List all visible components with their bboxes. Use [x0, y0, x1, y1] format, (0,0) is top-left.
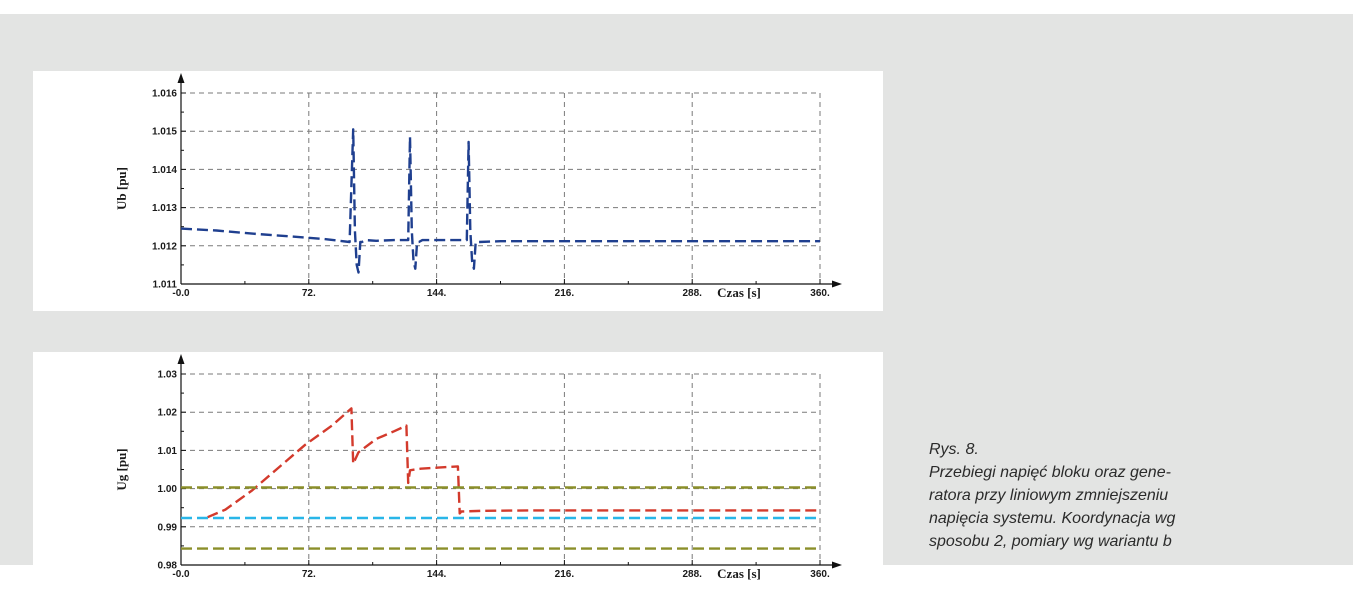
y-axis-arrow [177, 73, 185, 83]
y-tick-label: 1.016 [152, 89, 177, 100]
x-axis-label: Czas [s] [717, 285, 761, 300]
figure-caption: Rys. 8. Przebiegi napięć bloku oraz gene… [929, 438, 1289, 553]
x-tick-label: 288. [682, 288, 702, 299]
caption-line-1: Przebiegi napięć bloku oraz gene- [929, 464, 1171, 481]
caption-line-4: sposobu 2, pomiary wg wariantu b [929, 533, 1172, 550]
x-tick-label: 144. [427, 288, 447, 299]
y-tick-label: 1.00 [158, 484, 178, 495]
caption-line-3: napięcia systemu. Koordynacja wg [929, 510, 1176, 527]
chart-ug-card: -0.0 72. 144. 216. 288. 360. 0.98 0.99 1.00 1.01 1… [33, 352, 883, 594]
x-tick-label: 360. [810, 288, 830, 299]
series-line-0 [180, 128, 820, 274]
chart-ub: -0.0 72. 144. 216. 288. 360. 1.011 1.012 1.013 1.… [114, 73, 842, 300]
x-axis-arrow [832, 280, 842, 288]
y-tick-label: 0.99 [158, 522, 178, 533]
figure-panel: -0.0 72. 144. 216. 288. 360. 1.011 1.012 1.013 1.… [0, 14, 1353, 594]
y-tick-label: 1.015 [152, 127, 177, 138]
y-tick-label: 1.03 [158, 370, 178, 381]
y-tick-label: 1.014 [152, 165, 177, 176]
y-axis-arrow [177, 354, 185, 364]
chart-ub-card: -0.0 72. 144. 216. 288. 360. 1.011 1.012 1.013 1.… [33, 71, 883, 311]
grid [181, 92, 821, 284]
x-axis-arrow [832, 561, 842, 569]
y-tick-label: 1.013 [152, 203, 177, 214]
x-axis-label: Czas [s] [717, 566, 761, 581]
x-tick-label: 72. [302, 569, 316, 580]
x-tick-label: 144. [427, 569, 447, 580]
y-tick-label: 1.01 [158, 446, 178, 457]
y-tick-label: 0.98 [158, 561, 178, 572]
series-line-0 [207, 407, 820, 519]
x-tick-label: 288. [682, 569, 702, 580]
x-tick-label: 216. [555, 288, 575, 299]
x-tick-label: 72. [302, 288, 316, 299]
x-tick-label: 216. [555, 569, 575, 580]
x-tick-label: 360. [810, 569, 830, 580]
y-axis-label: Ub [pu] [114, 167, 129, 210]
y-tick-label: 1.012 [152, 241, 177, 252]
chart-ug: -0.0 72. 144. 216. 288. 360.0.980.991.001.011… [114, 354, 842, 581]
caption-line-2: ratora przy liniowym zmniejszeniu [929, 487, 1169, 504]
y-tick-label: 1.02 [158, 408, 178, 419]
x-tick-label: -0.0 [172, 288, 190, 299]
caption-number: Rys. 8. [929, 441, 979, 458]
y-tick-label: 1.011 [153, 280, 178, 291]
y-axis-label: Ug [pu] [114, 448, 129, 490]
